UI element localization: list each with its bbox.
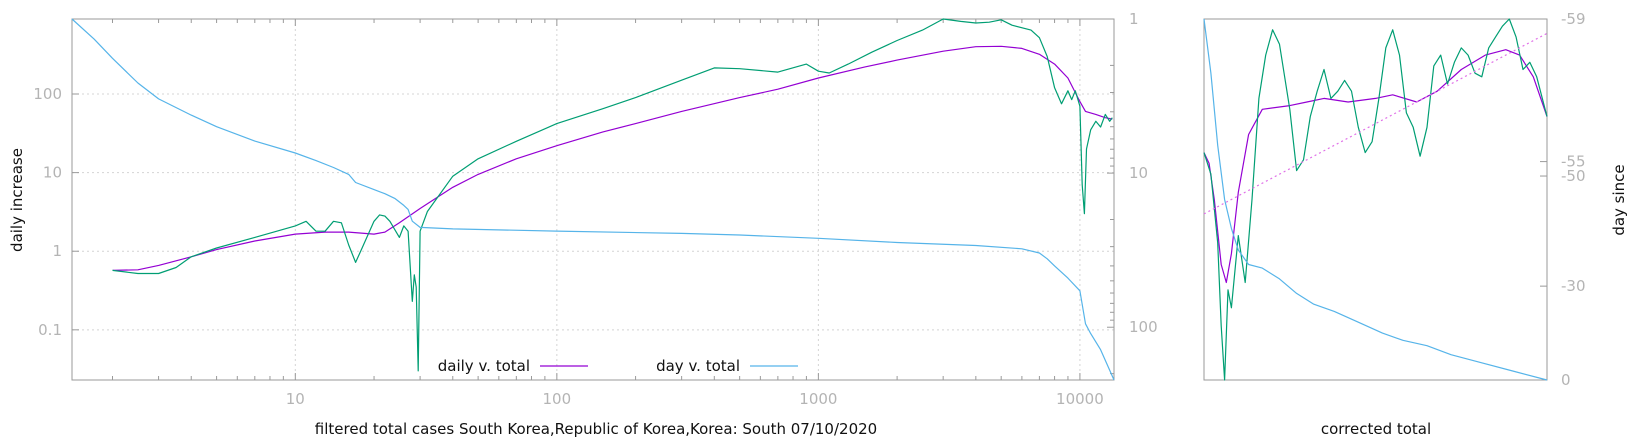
main-y-tick-label: 0.1 xyxy=(38,321,62,339)
main-y2-tick-label: 100 xyxy=(1129,318,1158,336)
legend-entry-label: day v. total xyxy=(656,357,740,375)
legend: daily v. total day v. total xyxy=(438,357,798,375)
main-plot-frame xyxy=(71,18,1115,381)
main-x-tick-label: 100 xyxy=(543,390,572,408)
main-y2-tick-label: 1 xyxy=(1129,10,1139,28)
main-plot: 10 100 1000 10000 0.1 1 10 100 1 10 100 filtered t… xyxy=(8,10,1158,438)
main-y-tick-label: 1 xyxy=(52,242,62,260)
main-series xyxy=(71,18,1115,381)
side-plot: -59 -55-50 -30 0 corrected total day since xyxy=(1203,10,1628,438)
main-y-axis-label: daily increase xyxy=(8,148,26,252)
main-x-tick-label: 10 xyxy=(286,390,305,408)
daily-total-line xyxy=(112,45,1113,271)
main-x-tick-label: 1000 xyxy=(799,390,837,408)
side-y2-axis-label: day since xyxy=(1610,164,1628,235)
side-y2-tick-label: -30 xyxy=(1561,277,1586,295)
main-y-tick-label: 100 xyxy=(33,85,62,103)
main-x-tick-label: 10000 xyxy=(1056,390,1104,408)
side-filtered-line xyxy=(1203,18,1548,381)
side-series xyxy=(1203,18,1548,381)
side-y2-tick-label: 0 xyxy=(1561,371,1571,389)
main-y2-tick-label: 10 xyxy=(1129,164,1148,182)
side-ticks: -59 -55-50 -30 0 xyxy=(1540,10,1586,389)
side-y2-tick-label: -50 xyxy=(1561,167,1586,185)
main-x-axis-label: filtered total cases South Korea,Republi… xyxy=(315,420,877,438)
legend-entry-label: daily v. total xyxy=(438,357,530,375)
filtered-daily-line xyxy=(112,18,1113,372)
side-daily-line xyxy=(1203,49,1548,284)
side-x-axis-label: corrected total xyxy=(1321,420,1431,438)
side-y2-tick-label: -55 xyxy=(1561,153,1586,171)
main-ticks: 10 100 1000 10000 0.1 1 10 100 1 10 100 xyxy=(33,10,1157,408)
main-gridlines xyxy=(72,19,1114,380)
day-total-line xyxy=(71,18,1115,381)
side-plot-frame xyxy=(1203,18,1548,381)
side-day-line xyxy=(1203,18,1548,381)
side-y2-tick-label: -59 xyxy=(1561,10,1586,28)
main-y-tick-label: 10 xyxy=(43,164,62,182)
